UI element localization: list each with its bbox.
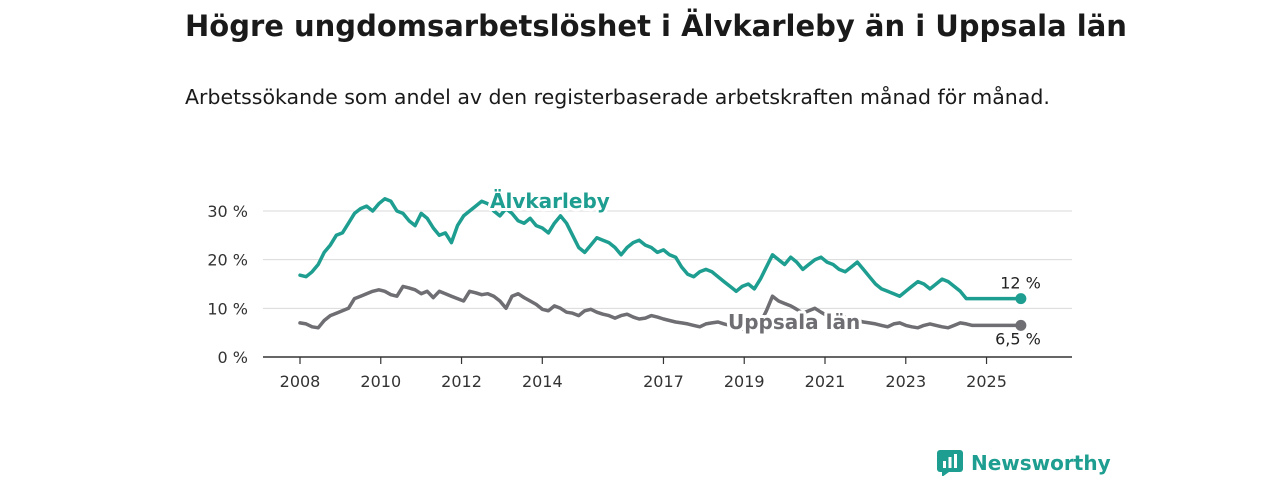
gridlines [263,210,1072,309]
y-tick-label: 0 % [218,348,248,367]
series-name-halo: Uppsala län [728,310,860,334]
series-endpoint-0 [1015,293,1027,305]
x-axis: 2008 2010 2012 2014 2017 2019 2021 2023 2025 [263,356,1072,391]
x-tick-label: 2023 [885,372,926,391]
series-lines [298,197,1027,332]
series-end-value-label: 12 % [1000,274,1041,293]
y-tick-label: 10 % [207,299,248,318]
x-tick-label: 2019 [724,372,765,391]
series-name-halo: Älvkarleby [490,189,610,213]
series-name-label: Älvkarleby [490,189,610,213]
brand-logo: Newsworthy [937,448,1111,478]
x-tick-label: 2021 [805,372,846,391]
x-tick-label: 2025 [966,372,1007,391]
series-name-label: Uppsala län [728,310,860,334]
series-end-value-label: 6,5 % [995,329,1041,348]
y-axis: 0 % 10 % 20 % 30 % [207,202,248,367]
chart-title: Högre ungdomsarbetslöshet i Älvkarleby ä… [185,9,1127,43]
series-line-0 [298,197,1023,301]
x-tick-label: 2008 [280,372,321,391]
series-endpoint-1 [1015,319,1027,331]
chart-subtitle: Arbetssökande som andel av den registerb… [185,85,1050,109]
y-tick-label: 20 % [207,251,248,270]
y-tick-label: 30 % [207,202,248,221]
x-tick-label: 2010 [360,372,401,391]
x-tick-label: 2012 [441,372,482,391]
series-line-1 [298,284,1023,332]
brand-name: Newsworthy [971,451,1111,475]
newsworthy-logo-icon [937,450,963,476]
x-tick-label: 2014 [522,372,563,391]
x-tick-label: 2017 [643,372,684,391]
